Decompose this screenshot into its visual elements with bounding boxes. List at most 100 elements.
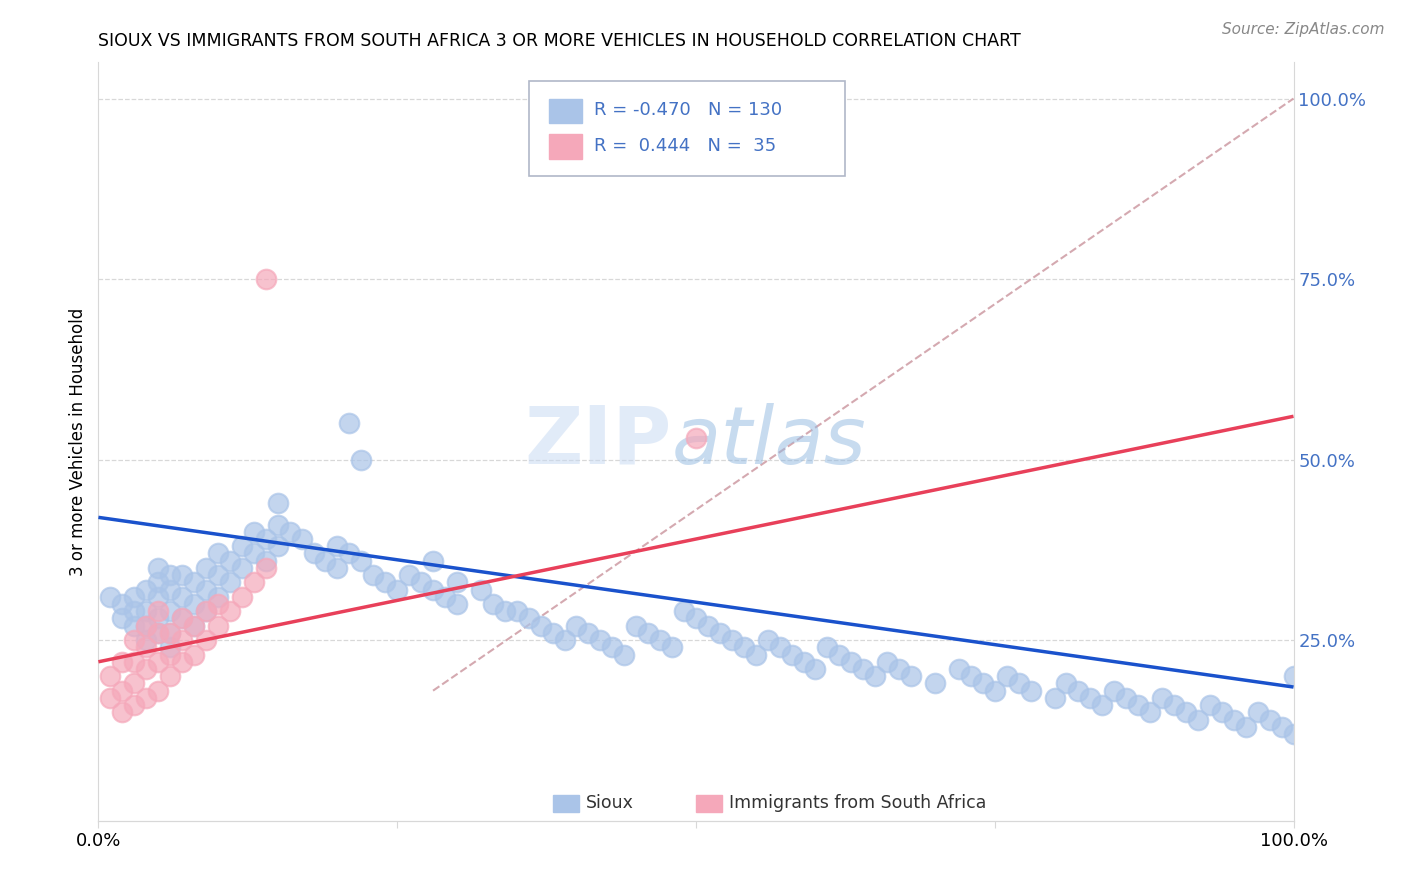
Point (172, 655, 194, 669)
Point (219, 575, 242, 590)
Point (541, 626, 564, 640)
Point (339, 546, 361, 560)
Point (195, 633, 218, 648)
Point (1128, 698, 1150, 712)
Point (422, 554, 444, 568)
Point (350, 452, 373, 467)
Point (183, 648, 205, 662)
Text: Source: ZipAtlas.com: Source: ZipAtlas.com (1222, 22, 1385, 37)
Point (1187, 713, 1209, 727)
Point (172, 611, 194, 625)
Point (865, 669, 887, 683)
Point (159, 626, 181, 640)
Point (1152, 690, 1174, 705)
Point (207, 568, 229, 582)
Text: SIOUX VS IMMIGRANTS FROM SOUTH AFRICA 3 OR MORE VEHICLES IN HOUSEHOLD CORRELATIO: SIOUX VS IMMIGRANTS FROM SOUTH AFRICA 3 … (98, 32, 1021, 50)
Point (1139, 706, 1161, 720)
Bar (553, 795, 579, 812)
Point (148, 626, 170, 640)
Point (148, 590, 170, 604)
Point (900, 669, 922, 683)
Point (219, 604, 242, 618)
Point (697, 618, 720, 632)
Point (984, 683, 1007, 698)
Point (517, 611, 540, 625)
Point (148, 626, 170, 640)
Point (815, 640, 838, 655)
Text: R = -0.470   N = 130: R = -0.470 N = 130 (595, 101, 783, 120)
Point (135, 604, 157, 618)
Point (661, 640, 683, 655)
Point (267, 496, 290, 510)
Point (1282, 727, 1305, 741)
Point (231, 590, 253, 604)
Point (183, 618, 205, 632)
Point (98, 669, 122, 683)
Point (148, 561, 170, 575)
Point (135, 633, 157, 648)
Point (613, 648, 636, 662)
Point (1258, 713, 1281, 727)
Point (506, 604, 529, 618)
Point (111, 655, 134, 669)
Point (602, 640, 624, 655)
Point (1223, 713, 1246, 727)
Point (339, 417, 361, 431)
Point (1282, 669, 1305, 683)
Point (254, 532, 277, 546)
Point (243, 524, 266, 539)
Point (172, 611, 194, 625)
Point (159, 582, 181, 597)
Point (207, 546, 229, 560)
Point (195, 604, 218, 618)
Bar (548, 99, 582, 123)
Point (254, 554, 277, 568)
Point (374, 575, 396, 590)
Point (745, 648, 768, 662)
Point (195, 582, 218, 597)
Point (756, 633, 779, 648)
Point (135, 582, 157, 597)
Text: R =  0.444   N =  35: R = 0.444 N = 35 (595, 136, 776, 155)
Point (768, 640, 790, 655)
FancyBboxPatch shape (529, 81, 845, 177)
Point (207, 590, 229, 604)
Point (135, 662, 157, 676)
Point (111, 597, 134, 611)
Point (385, 582, 409, 597)
Point (326, 561, 349, 575)
Point (159, 568, 181, 582)
Bar (548, 135, 582, 159)
Point (135, 640, 157, 655)
Point (1019, 683, 1042, 698)
Point (972, 676, 994, 690)
Point (626, 618, 648, 632)
Point (1091, 698, 1114, 712)
Point (685, 611, 707, 625)
Point (124, 604, 146, 618)
Point (267, 517, 290, 532)
Point (804, 662, 827, 676)
Point (1175, 706, 1198, 720)
Point (159, 604, 181, 618)
Point (1247, 706, 1270, 720)
Text: Sioux: Sioux (586, 794, 634, 813)
Point (565, 618, 588, 632)
Text: ZIP: ZIP (524, 402, 672, 481)
Point (554, 633, 576, 648)
Point (183, 618, 205, 632)
Point (159, 648, 181, 662)
Point (721, 633, 744, 648)
Point (1199, 698, 1222, 712)
Point (207, 618, 229, 632)
Point (422, 582, 444, 597)
Point (291, 532, 314, 546)
Point (924, 676, 946, 690)
Point (135, 618, 157, 632)
Point (135, 618, 157, 632)
Point (793, 655, 815, 669)
Point (1080, 690, 1102, 705)
Point (685, 431, 707, 445)
Point (637, 626, 659, 640)
Point (148, 604, 170, 618)
